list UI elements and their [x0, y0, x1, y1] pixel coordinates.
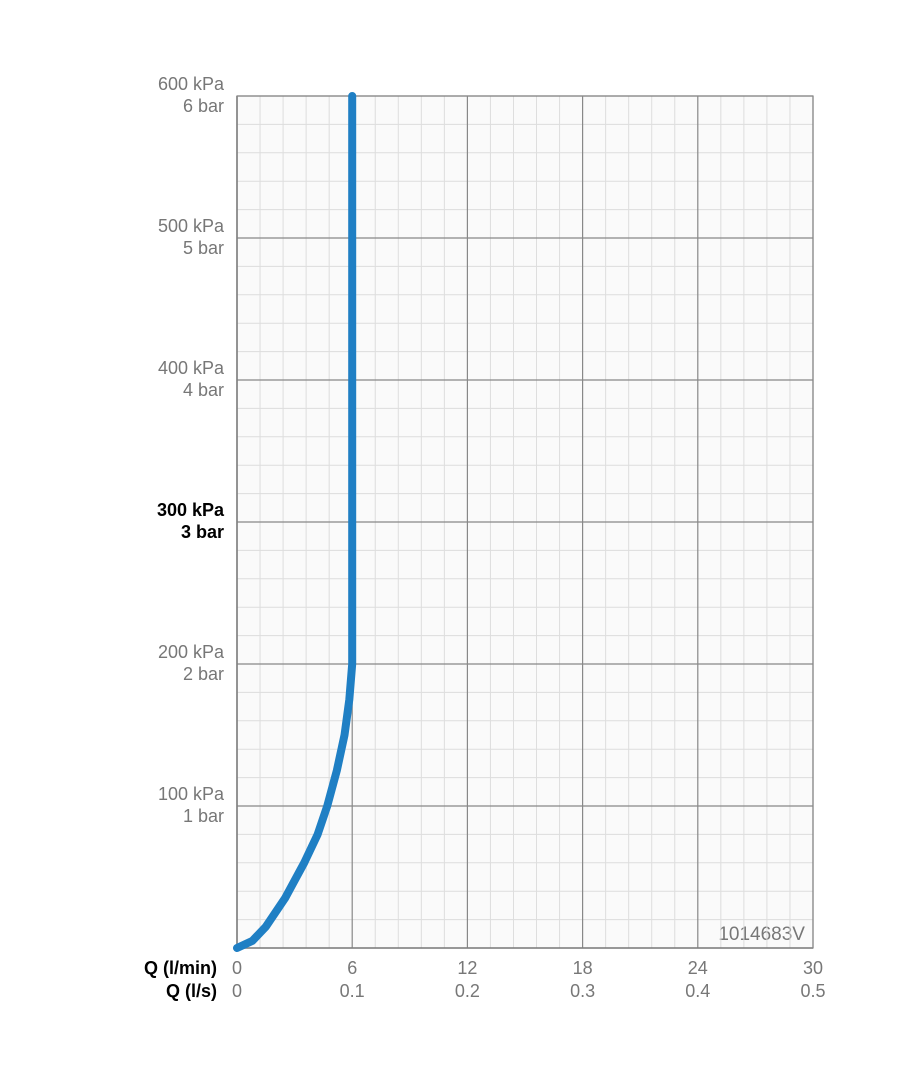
y-tick-label: 300 kPa	[157, 500, 225, 520]
flow-curve	[233, 92, 357, 952]
x2-tick-label: 0.4	[685, 981, 710, 1001]
y2-tick-label: 4 bar	[183, 380, 224, 400]
x-tick-label: 18	[573, 958, 593, 978]
y2-tick-label: 5 bar	[183, 238, 224, 258]
x2-tick-label: 0.1	[340, 981, 365, 1001]
grid	[236, 95, 814, 948]
y-tick-label: 100 kPa	[158, 784, 225, 804]
y2-tick-label: 2 bar	[183, 664, 224, 684]
y-tick-label: 200 kPa	[158, 642, 225, 662]
x-tick-label: 6	[347, 958, 357, 978]
x-tick-label: 0	[232, 958, 242, 978]
y2-tick-label: 3 bar	[181, 522, 224, 542]
y-tick-label: 400 kPa	[158, 358, 225, 378]
x-tick-label: 30	[803, 958, 823, 978]
plot-border	[236, 95, 814, 949]
x-tick-label: 12	[457, 958, 477, 978]
y-tick-label: 500 kPa	[158, 216, 225, 236]
y-tick-label: 600 kPa	[158, 74, 225, 94]
y2-tick-label: 1 bar	[183, 806, 224, 826]
x2-axis-label: Q (l/s)	[166, 981, 217, 1001]
x2-tick-label: 0	[232, 981, 242, 1001]
annotation: 1014683V	[718, 924, 805, 945]
x2-tick-label: 0.3	[570, 981, 595, 1001]
x2-tick-label: 0.2	[455, 981, 480, 1001]
x2-tick-label: 0.5	[800, 981, 825, 1001]
x-axis-label: Q (l/min)	[144, 958, 217, 978]
x-tick-label: 24	[688, 958, 708, 978]
y2-tick-label: 6 bar	[183, 96, 224, 116]
